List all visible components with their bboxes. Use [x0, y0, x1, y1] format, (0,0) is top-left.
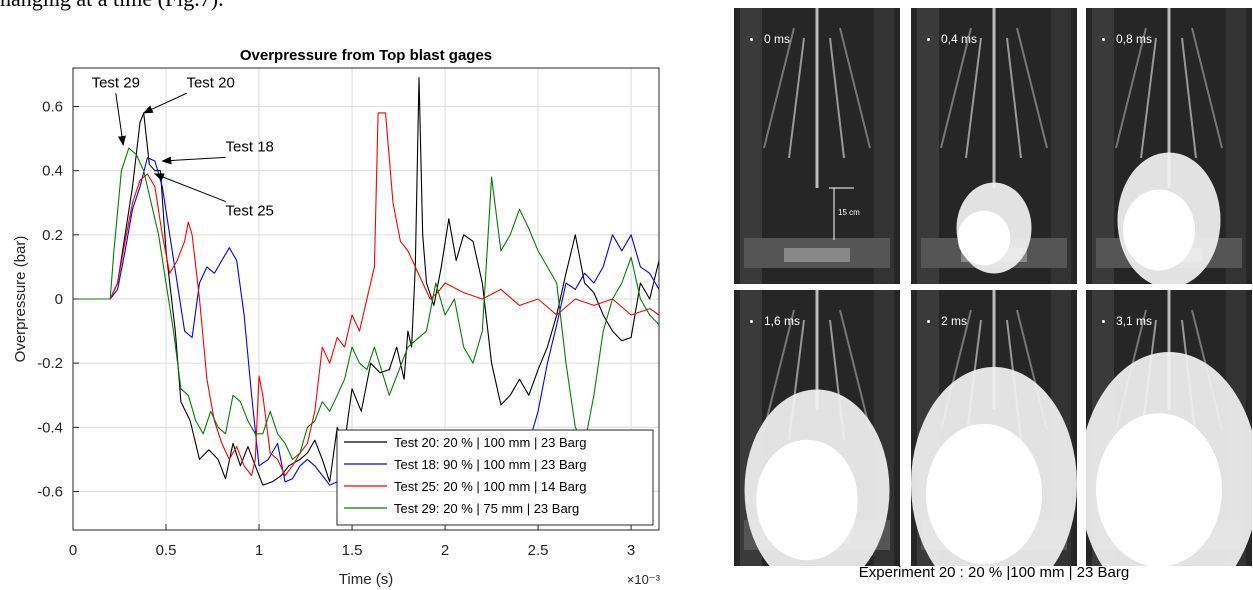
series-line-3: [73, 112, 660, 477]
photo-marker-dot: [750, 320, 753, 323]
annotation-arrow: [115, 93, 126, 146]
photo-time-label: 2 ms: [941, 314, 968, 328]
photo-frame: 3,1 ms: [1086, 290, 1252, 566]
x-tick-label: 1: [255, 542, 263, 559]
overpressure-chart: Overpressure from Top blast gages 0 0.5 1 1…: [12, 47, 661, 588]
annotation-label: Test 18: [226, 138, 274, 155]
y-tick-label: 0.6: [42, 99, 63, 116]
annotation-arrow: [142, 92, 187, 114]
photo-frame: 1,6 ms: [734, 290, 900, 566]
body-text-fragment: hanging at a time (Fig.7).: [0, 0, 224, 12]
annotation-label: Test 20: [186, 74, 234, 91]
x-tick-label: 3: [627, 542, 635, 559]
annotation-arrow: [161, 156, 226, 165]
photo-time-label: 0,8 ms: [1116, 32, 1153, 46]
y-axis-label: Overpressure (bar): [12, 236, 29, 363]
photo-frame: 0,8 ms: [1086, 8, 1252, 284]
photo-time-label: 0 ms: [764, 32, 791, 46]
annotations: Test 29 Test 20 Test 18 Test 25: [92, 74, 274, 219]
annotation-label: Test 25: [226, 203, 274, 220]
y-tick-label: -0.4: [37, 419, 63, 436]
series-lines: [73, 77, 660, 493]
figure-caption: Experiment 20 : 20 % |100 mm | 23 Barg: [858, 564, 1130, 581]
series-line-2: [73, 157, 660, 493]
x-tick-label: 0: [69, 542, 77, 559]
photo-marker-dot: [1102, 320, 1105, 323]
photo-frame: 2 ms: [911, 290, 1077, 566]
photo-marker-dot: [927, 38, 930, 41]
x-tick-label: 1.5: [342, 542, 363, 559]
legend-label: Test 20: 20 % | 100 mm | 23 Barg: [394, 435, 586, 450]
chart-title: Overpressure from Top blast gages: [240, 47, 492, 64]
y-tick-label: 0: [55, 291, 63, 308]
photo-time-label: 1,6 ms: [764, 314, 801, 328]
axis-ticks: 0 0.5 1 1.5 2 2.5 3 -0.6 -0.4 -0.2 0 0.2 0.4 0.6: [37, 99, 635, 560]
x-axis-label: Time (s): [339, 571, 393, 588]
annotation-arrow: [153, 173, 226, 203]
scale-label: 15 cm: [838, 208, 860, 217]
photo-marker-dot: [750, 38, 753, 41]
photo-frame: 0 ms 15 cm: [734, 8, 900, 284]
x-axis-exponent: ×10⁻³: [627, 572, 661, 587]
series-line-4: [73, 147, 660, 460]
photo-sequence: 0 ms 15 cm 0,4 ms 0,8 ms 1,6 ms 2 ms 3,1 ms: [734, 8, 1253, 568]
legend-box: [336, 429, 654, 526]
y-tick-label: 0.2: [42, 227, 63, 244]
annotation-label: Test 29: [92, 74, 140, 91]
photo-frame: 0,4 ms: [911, 8, 1077, 284]
legend-label: Test 29: 20 % | 75 mm | 23 Barg: [394, 501, 579, 516]
y-tick-label: -0.2: [37, 355, 63, 372]
photo-marker-dot: [927, 320, 930, 323]
legend-label: Test 18: 90 % | 100 mm | 23 Barg: [394, 457, 586, 472]
y-tick-label: -0.6: [37, 484, 63, 501]
x-tick-label: 2.5: [528, 542, 549, 559]
photo-time-label: 3,1 ms: [1116, 314, 1153, 328]
photo-marker-dot: [1102, 38, 1105, 41]
x-tick-label: 0.5: [156, 542, 177, 559]
legend-label: Test 25: 20 % | 100 mm | 14 Barg: [394, 479, 586, 494]
legend: Test 20: 20 % | 100 mm | 23 Barg Test 18:…: [336, 429, 654, 526]
x-tick-label: 2: [441, 542, 449, 559]
y-tick-label: 0.4: [42, 163, 63, 180]
photo-time-label: 0,4 ms: [941, 32, 978, 46]
series-line-1: [73, 77, 660, 486]
